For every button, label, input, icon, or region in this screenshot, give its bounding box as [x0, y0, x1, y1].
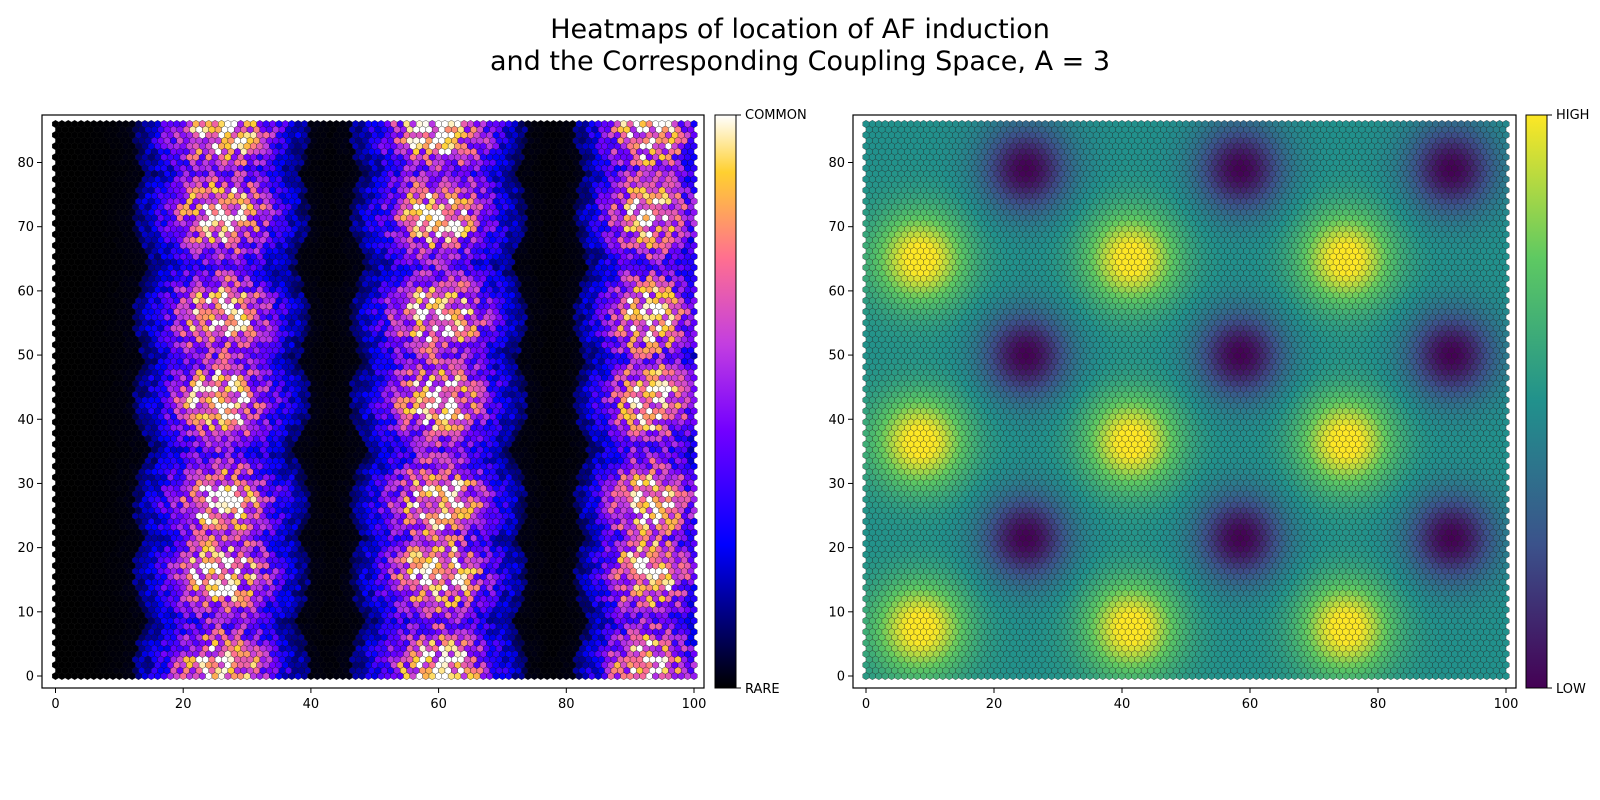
figure-title-line2: and the Corresponding Coupling Space, A … [490, 46, 1110, 77]
figure-title-line1: Heatmaps of location of AF induction [550, 14, 1050, 45]
af-induction-hexbins [52, 120, 698, 680]
